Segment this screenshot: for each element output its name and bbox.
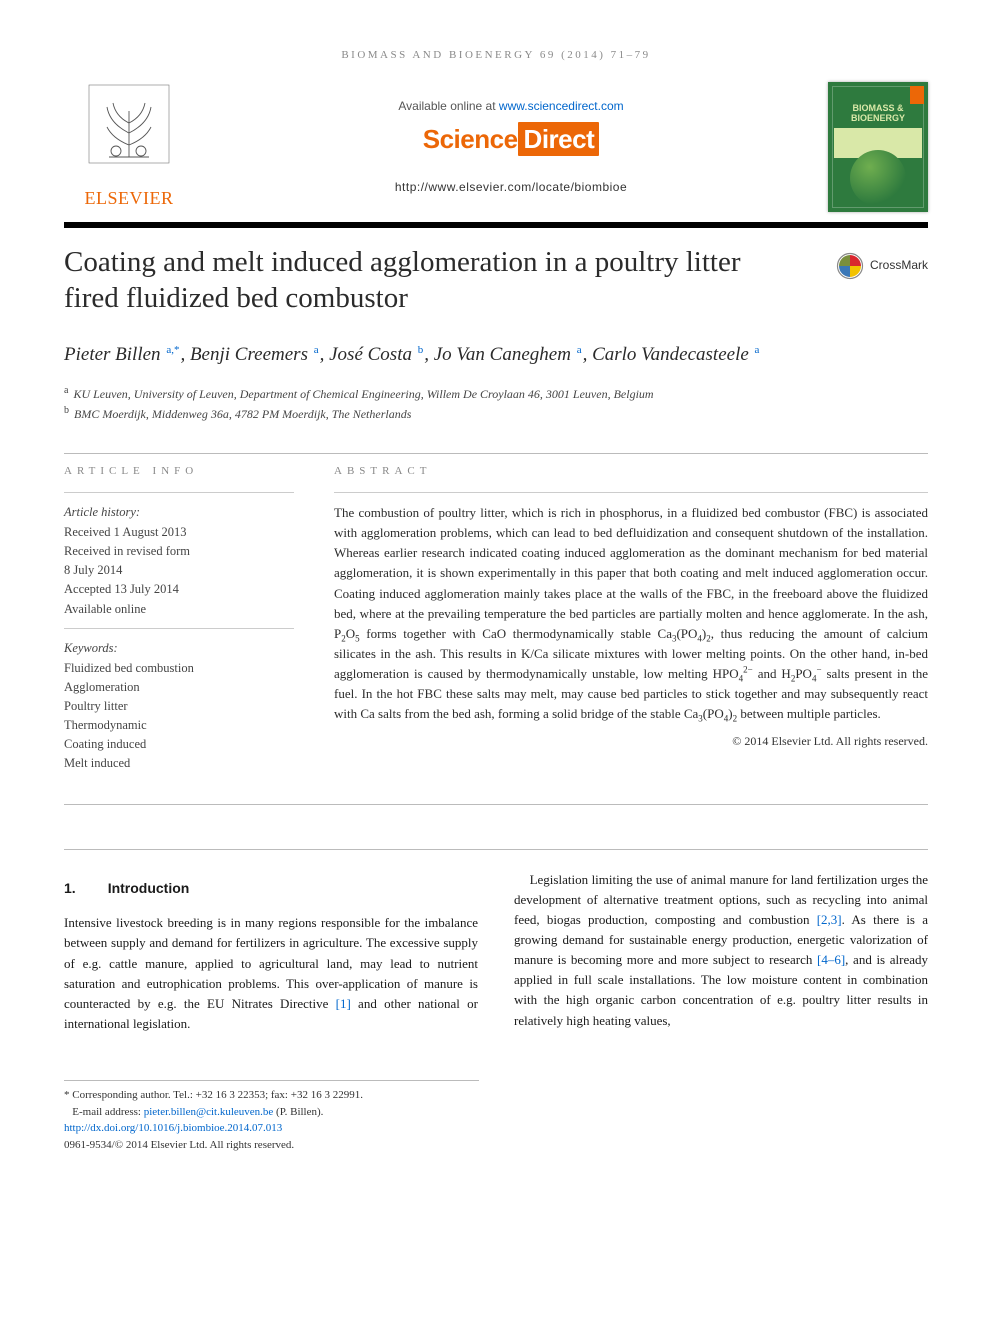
corresponding-author-note: * Corresponding author. Tel.: +32 16 3 2… <box>64 1087 479 1104</box>
crossmark-badge[interactable]: CrossMark <box>836 244 928 280</box>
footnotes: * Corresponding author. Tel.: +32 16 3 2… <box>64 1080 479 1153</box>
journal-cover-thumbnail[interactable]: BIOMASS & BIOENERGY <box>828 82 928 212</box>
sd-logo-right: Direct <box>518 122 600 156</box>
journal-homepage-url[interactable]: http://www.elsevier.com/locate/biombioe <box>210 179 812 196</box>
corresponding-email-link[interactable]: pieter.billen@cit.kuleuven.be <box>144 1106 274 1118</box>
list-item: Accepted 13 July 2014 <box>64 580 294 598</box>
article-info-block: ARTICLE INFO Article history: Received 1… <box>64 464 294 774</box>
history-lines: Received 1 August 2013Received in revise… <box>64 523 294 618</box>
heavy-rule <box>64 222 928 228</box>
affiliation-a: a KU Leuven, University of Leuven, Depar… <box>64 383 928 403</box>
list-item: Received 1 August 2013 <box>64 523 294 541</box>
sd-logo-left: Science <box>423 124 518 154</box>
elsevier-tree-icon <box>87 83 171 175</box>
affiliation-b-text: BMC Moerdijk, Middenweg 36a, 4782 PM Moe… <box>74 407 411 421</box>
body-top-rule <box>64 849 928 850</box>
copyright-line: © 2014 Elsevier Ltd. All rights reserved… <box>334 733 928 750</box>
email-line: E-mail address: pieter.billen@cit.kuleuv… <box>64 1104 479 1121</box>
affiliation-a-text: KU Leuven, University of Leuven, Departm… <box>73 387 653 401</box>
sciencedirect-link[interactable]: www.sciencedirect.com <box>499 99 624 113</box>
affiliation-b: b BMC Moerdijk, Middenweg 36a, 4782 PM M… <box>64 403 928 423</box>
list-item: Received in revised form <box>64 542 294 560</box>
intro-para-1: Intensive livestock breeding is in many … <box>64 913 478 1034</box>
abstract-label: ABSTRACT <box>334 464 928 480</box>
list-item: Thermodynamic <box>64 716 294 734</box>
list-item: Available online <box>64 600 294 618</box>
article-title: Coating and melt induced agglomeration i… <box>64 244 784 317</box>
body-col-right: Legislation limiting the use of animal m… <box>514 870 928 1035</box>
doi-link[interactable]: http://dx.doi.org/10.1016/j.biombioe.201… <box>64 1122 282 1134</box>
email-suffix: (P. Billen). <box>273 1106 323 1118</box>
list-item: Coating induced <box>64 735 294 753</box>
list-item: Agglomeration <box>64 678 294 696</box>
section-heading: 1. Introduction <box>64 878 478 900</box>
cover-journal-name: BIOMASS & BIOENERGY <box>828 104 928 124</box>
cover-name-line2: BIOENERGY <box>851 113 905 123</box>
available-online-line: Available online at www.sciencedirect.co… <box>210 98 812 115</box>
meta-rule-top <box>64 453 928 454</box>
history-label: Article history: <box>64 503 294 521</box>
affiliations: a KU Leuven, University of Leuven, Depar… <box>64 383 928 423</box>
body-col-left: 1. Introduction Intensive livestock bree… <box>64 870 478 1035</box>
section-title: Introduction <box>108 878 190 900</box>
list-item: 8 July 2014 <box>64 561 294 579</box>
info-columns: ARTICLE INFO Article history: Received 1… <box>64 464 928 774</box>
cover-globe-icon <box>850 150 906 206</box>
article-info-label: ARTICLE INFO <box>64 464 294 480</box>
keywords-label: Keywords: <box>64 639 294 657</box>
publisher-brand-text: ELSEVIER <box>64 185 194 211</box>
email-label: E-mail address: <box>72 1106 143 1118</box>
section-number: 1. <box>64 878 76 900</box>
sciencedirect-logo[interactable]: ScienceDirect <box>210 121 812 159</box>
masthead: ELSEVIER Available online at www.science… <box>64 82 928 212</box>
body-columns: 1. Introduction Intensive livestock bree… <box>64 870 928 1035</box>
author-list: Pieter Billen a,*, Benji Creemers a, Jos… <box>64 342 928 369</box>
publisher-logo[interactable]: ELSEVIER <box>64 83 194 210</box>
list-item: Melt induced <box>64 754 294 772</box>
title-row: Coating and melt induced agglomeration i… <box>64 244 928 317</box>
abstract-text: The combustion of poultry litter, which … <box>334 503 928 725</box>
list-item: Fluidized bed combustion <box>64 659 294 677</box>
page-root: BIOMASS AND BIOENERGY 69 (2014) 71–79 <box>0 0 992 1193</box>
crossmark-label: CrossMark <box>870 257 928 274</box>
crossmark-icon <box>836 252 864 280</box>
intro-para-2: Legislation limiting the use of animal m… <box>514 870 928 1031</box>
available-prefix: Available online at <box>398 99 499 113</box>
running-head: BIOMASS AND BIOENERGY 69 (2014) 71–79 <box>64 48 928 64</box>
cover-elsevier-mark-icon <box>910 86 924 104</box>
meta-rule-bottom <box>64 804 928 805</box>
issn-line: 0961-9534/© 2014 Elsevier Ltd. All right… <box>64 1137 479 1154</box>
cover-name-line1: BIOMASS & <box>852 103 903 113</box>
masthead-center: Available online at www.sciencedirect.co… <box>210 98 812 196</box>
keywords-list: Fluidized bed combustionAgglomerationPou… <box>64 659 294 773</box>
abstract-block: ABSTRACT The combustion of poultry litte… <box>334 464 928 774</box>
list-item: Poultry litter <box>64 697 294 715</box>
